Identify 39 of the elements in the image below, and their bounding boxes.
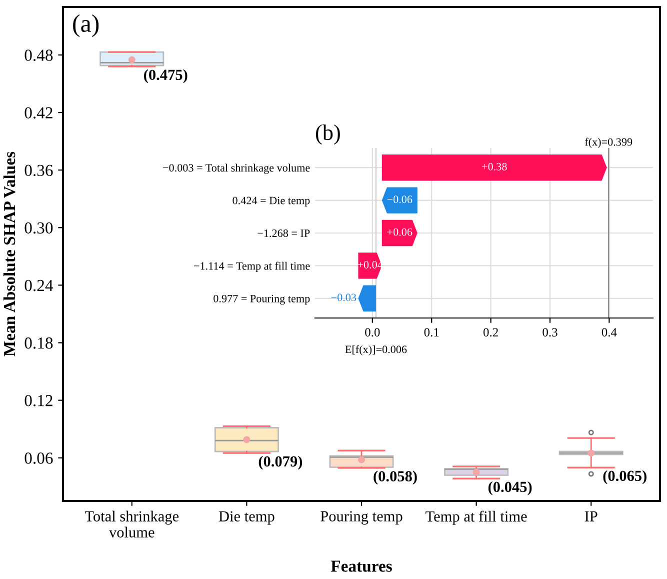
x-tick-label: 0.1 xyxy=(424,328,439,337)
bar xyxy=(382,154,607,181)
x-tick-label: Total shrinkage volume xyxy=(84,510,179,538)
x-tick-label: 0.4 xyxy=(602,328,617,337)
annotation: (0.079) xyxy=(258,456,302,470)
chart-title: (b) xyxy=(316,124,340,145)
y-tick-label: 0.12 xyxy=(24,394,52,406)
chart-title: (a) xyxy=(73,14,99,38)
y-tick-label: −1.268 = IP xyxy=(258,229,310,238)
x-tick-label: 0.2 xyxy=(483,328,498,337)
data-label: −0.06 xyxy=(387,196,412,204)
y-tick-label: −0.003 = Total shrinkage volume xyxy=(163,164,310,174)
data-label: −0.03 xyxy=(331,294,356,302)
x-tick-label: Die temp xyxy=(218,511,274,525)
y-tick-label: 0.424 = Die temp xyxy=(232,196,310,207)
ref-line-label: f(x)=0.399 xyxy=(584,138,632,148)
y-tick-label: 0.06 xyxy=(24,452,53,464)
y-tick-label: 0.36 xyxy=(24,164,53,176)
y-tick-label: 0.977 = Pouring temp xyxy=(214,294,310,305)
annotation: (0.475) xyxy=(144,69,188,84)
x-tick-label: IP xyxy=(584,511,598,522)
y-tick-label: −1.114 = Temp at fill time xyxy=(194,262,310,272)
x-tick-label: Pouring temp xyxy=(320,511,402,525)
annotation: (0.058) xyxy=(374,470,417,485)
data-label: +0.06 xyxy=(387,228,412,236)
y-tick-label: 0.42 xyxy=(24,107,52,119)
data-label: +0.38 xyxy=(482,162,507,170)
x-tick-label: Temp at fill time xyxy=(426,510,527,525)
ref-line-label: E[f(x)]=0.006 xyxy=(345,345,407,356)
y-axis-title: Mean Absolute SHAP Values xyxy=(3,152,16,356)
y-tick-label: 0.48 xyxy=(24,50,53,61)
x-tick-label: 0.3 xyxy=(542,328,558,337)
x-tick-label: 0.0 xyxy=(365,328,380,337)
x-axis-title: Features xyxy=(330,560,392,572)
annotation: (0.045) xyxy=(488,481,532,496)
y-tick-label: 0.24 xyxy=(24,280,54,292)
annotation: (0.065) xyxy=(603,470,646,484)
y-tick-label: 0.18 xyxy=(24,337,53,349)
y-tick-label: 0.30 xyxy=(24,222,53,234)
